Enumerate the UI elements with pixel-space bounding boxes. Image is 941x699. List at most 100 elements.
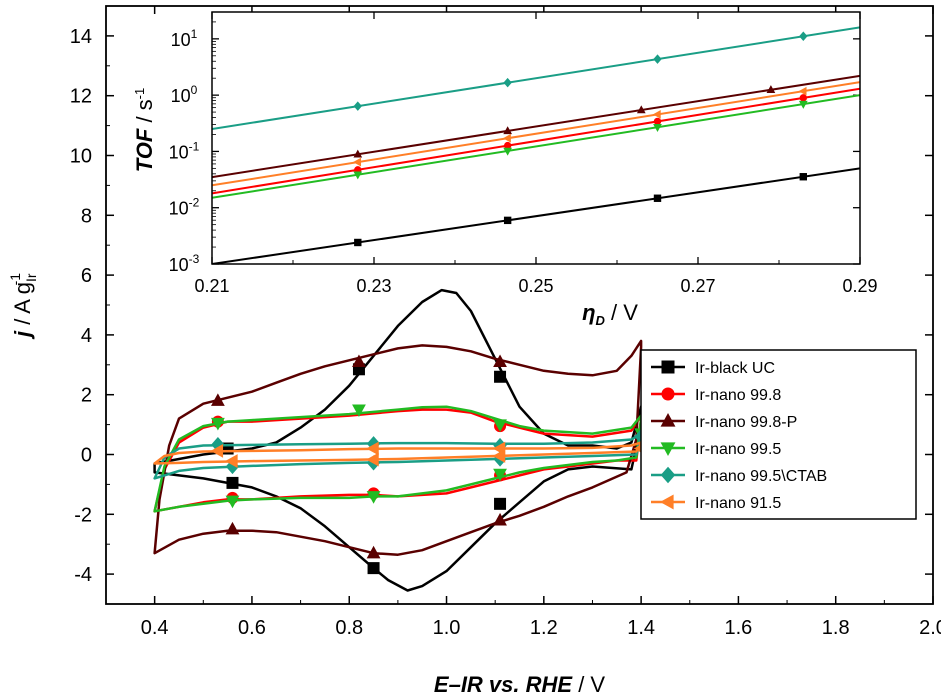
cv-marker: [225, 521, 240, 535]
cv-curve: [153, 288, 643, 592]
tof-marker: [503, 126, 513, 135]
inset-y-tick-label: 100: [171, 83, 198, 106]
tof-marker: [653, 124, 662, 132]
tof-marker: [354, 238, 362, 247]
tof-series: [212, 167, 860, 264]
cv-marker: [366, 491, 381, 504]
cv-series: [153, 288, 643, 592]
inset-x-tick-label: 0.25: [518, 276, 553, 296]
cv-marker: [492, 449, 506, 463]
tof-marker: [353, 101, 362, 111]
legend-swatch-marker: [661, 387, 675, 401]
inset-x-tick-label: 0.21: [194, 276, 229, 296]
legend-label: Ir-nano 99.8: [695, 387, 781, 404]
cv-series: [153, 339, 643, 559]
tof-marker: [353, 149, 363, 158]
tof-marker: [502, 133, 511, 143]
tof-marker: [799, 173, 807, 181]
cv-marker: [493, 512, 507, 526]
x-tick-label: 1.6: [725, 617, 753, 639]
tof-marker: [652, 110, 661, 119]
legend-label: Ir-nano 99.5: [695, 441, 781, 458]
y-tick-label: 6: [81, 265, 92, 287]
cv-marker: [494, 497, 507, 510]
inset-y-tick-base: 10: [169, 142, 189, 162]
tof-series: [212, 26, 860, 131]
tof-marker: [503, 147, 513, 156]
legend-swatch-marker: [660, 466, 676, 484]
inset-y-tick-label: 101: [171, 27, 198, 50]
cv-marker: [366, 441, 379, 456]
legend-label: Ir-nano 99.5\CTAB: [695, 468, 827, 485]
tof-line: [212, 87, 860, 195]
inset-y-tick-base: 10: [169, 255, 189, 275]
cv-marker: [493, 468, 507, 482]
x-axis-title-unit: / V: [572, 672, 605, 697]
tof-marker: [766, 85, 776, 94]
inset-x-title-var: η: [582, 300, 595, 325]
tof-marker: [799, 94, 807, 102]
cv-marker: [493, 354, 507, 367]
legend-entry: Ir-nano 91.5: [651, 494, 781, 512]
cv-curve: [153, 339, 643, 556]
inset-x-axis-title: ηD / V: [582, 300, 638, 328]
inset-y-tick-label: 10-2: [169, 196, 200, 219]
legend-swatch-marker: [660, 413, 676, 427]
y-tick-label: 2: [81, 385, 92, 407]
y-axis-title-var: j: [10, 330, 35, 340]
inset-y-tick-base: 10: [169, 199, 189, 219]
inset-y-tick-exp: -1: [189, 139, 200, 153]
tof-marker: [353, 157, 362, 167]
tof-line: [212, 26, 860, 131]
tof-marker: [798, 100, 808, 109]
cv-marker: [367, 562, 380, 575]
tof-marker: [503, 77, 512, 88]
cv-marker: [352, 404, 366, 418]
x-tick-label: 1.8: [822, 617, 850, 639]
inset-background: [212, 12, 860, 264]
cv-marker: [366, 545, 381, 559]
tof-series: [212, 87, 860, 195]
y-axis-title-unit: / A g: [10, 282, 35, 331]
legend-entry: Ir-nano 99.5: [651, 441, 781, 458]
inset-y-axis-title: TOF / s-1: [132, 88, 157, 173]
x-axis-title-var: E–IR vs. RHE: [434, 672, 573, 697]
x-tick-label: 1.2: [530, 617, 558, 639]
legend-swatch-marker: [660, 442, 676, 456]
y-tick-label: 4: [81, 325, 92, 347]
y-tick-label: 12: [70, 86, 92, 108]
x-tick-label: 1.0: [433, 617, 461, 639]
tof-line: [212, 81, 860, 187]
cv-marker: [493, 419, 507, 432]
inset-y-title-unit: / s: [132, 99, 157, 128]
tof-marker: [353, 171, 363, 180]
y-tick-label: -2: [74, 504, 92, 526]
inset-y-title-var: TOF: [132, 128, 157, 172]
cv-marker: [494, 370, 507, 383]
inset-series-group: [212, 26, 860, 264]
inset-x-tick-label: 0.23: [356, 276, 391, 296]
cv-marker: [366, 452, 379, 467]
inset-y-tick-base: 10: [171, 30, 191, 50]
tof-series: [212, 81, 860, 187]
x-tick-label: 2.0: [919, 617, 941, 639]
tof-series: [212, 94, 860, 199]
cv-marker: [210, 417, 225, 431]
inset-y-title-sup: -1: [132, 88, 147, 100]
legend-label: Ir-nano 91.5: [695, 495, 781, 512]
legend-entry: Ir-nano 99.8-P: [651, 413, 797, 431]
tof-marker: [653, 194, 662, 202]
inset-x-tick-label: 0.27: [680, 276, 715, 296]
inset-x-title-sub: D: [596, 313, 606, 328]
tof-line: [212, 167, 860, 264]
y-axis-title-sup: -1: [7, 273, 23, 286]
cv-marker: [210, 444, 224, 458]
tof-marker: [798, 86, 807, 96]
tof-marker: [653, 117, 662, 126]
cv-marker: [226, 476, 239, 489]
legend-label: Ir-black UC: [695, 360, 775, 377]
tof-series: [212, 74, 860, 179]
legend-box: [640, 349, 917, 520]
